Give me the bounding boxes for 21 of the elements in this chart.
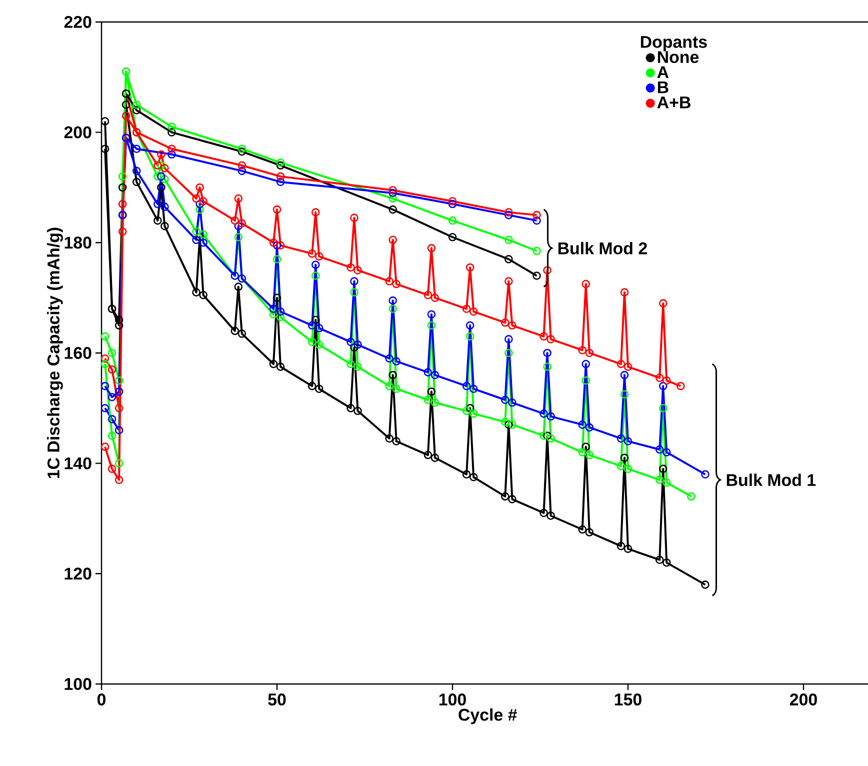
y-tick-label: 200 bbox=[64, 126, 92, 138]
legend-label: A bbox=[657, 66, 669, 78]
y-tick-label: 180 bbox=[64, 236, 92, 249]
y-tick-label: 220 bbox=[64, 16, 92, 28]
y-tick-label: 120 bbox=[64, 568, 92, 580]
legend-label: A+B bbox=[657, 96, 690, 108]
y-tick-label: 160 bbox=[64, 346, 92, 359]
x-tick-label: 200 bbox=[790, 694, 817, 706]
legend-label: B bbox=[658, 81, 668, 94]
x-tick-label: 100 bbox=[439, 694, 466, 706]
legend-title: Dopants bbox=[640, 36, 707, 52]
x-tick-label: 50 bbox=[268, 694, 286, 706]
annotation: Bulk Mod 2 bbox=[558, 242, 647, 254]
x-tick-label: 150 bbox=[614, 694, 642, 706]
legend-label: None bbox=[658, 51, 699, 64]
x-axis-title: Cycle # bbox=[458, 708, 517, 724]
y-axis-title: 1C Discharge Capacity (mAh/g) bbox=[47, 228, 63, 478]
y-tick-label: 140 bbox=[64, 457, 92, 470]
annotation: Bulk Mod 1 bbox=[726, 474, 816, 486]
x-tick-label: 0 bbox=[97, 694, 106, 706]
y-tick-label: 100 bbox=[64, 678, 92, 690]
